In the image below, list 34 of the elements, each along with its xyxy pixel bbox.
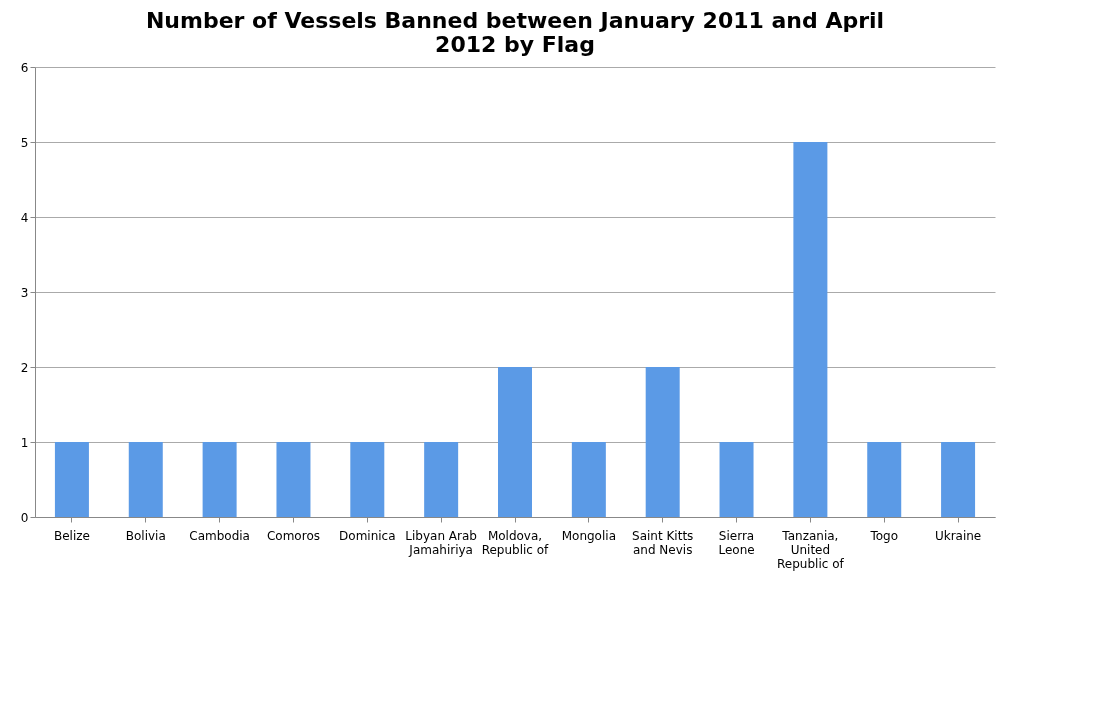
bar bbox=[350, 442, 385, 517]
bar bbox=[128, 442, 163, 517]
x-tick-label: Comoros bbox=[266, 528, 320, 543]
x-tick-label: Bolivia bbox=[125, 528, 166, 543]
x-tick-label: Cambodia bbox=[189, 528, 250, 543]
y-tick-label: 2 bbox=[20, 360, 29, 375]
y-tick-label: 3 bbox=[20, 285, 29, 300]
bar bbox=[867, 442, 902, 517]
bar bbox=[276, 442, 311, 517]
x-tick-label: Libyan Arab Jamahiriya bbox=[405, 528, 477, 557]
bar bbox=[54, 442, 89, 517]
bar bbox=[424, 442, 459, 517]
chart-title: Number of Vessels Banned between January 2011 and April 2012 by Flag bbox=[145, 8, 885, 57]
bar bbox=[793, 142, 828, 517]
y-tick-label: 1 bbox=[20, 435, 29, 450]
x-tick-label: Moldova, Republic of bbox=[481, 528, 550, 557]
bar bbox=[202, 442, 237, 517]
bar bbox=[941, 442, 976, 517]
x-tick-label: Togo bbox=[869, 528, 899, 543]
y-tick-label: 0 bbox=[20, 510, 29, 525]
bar bbox=[719, 442, 754, 517]
bar bbox=[645, 367, 680, 517]
x-tick-label: Mongolia bbox=[561, 528, 616, 543]
bar bbox=[571, 442, 606, 517]
x-tick-label: Ukraine bbox=[934, 528, 982, 543]
x-tick-label: Dominica bbox=[339, 528, 396, 543]
x-tick-label: Belize bbox=[53, 528, 90, 543]
y-tick-label: 4 bbox=[20, 210, 29, 225]
y-tick-label: 6 bbox=[20, 60, 29, 75]
x-tick-label: Tanzania, United Republic of bbox=[777, 528, 845, 571]
y-tick-label: 5 bbox=[20, 135, 29, 150]
x-tick-label: Sierra Leone bbox=[718, 528, 755, 557]
bar bbox=[498, 367, 532, 517]
x-tick-label: Saint Kitts and Nevis bbox=[632, 528, 694, 557]
